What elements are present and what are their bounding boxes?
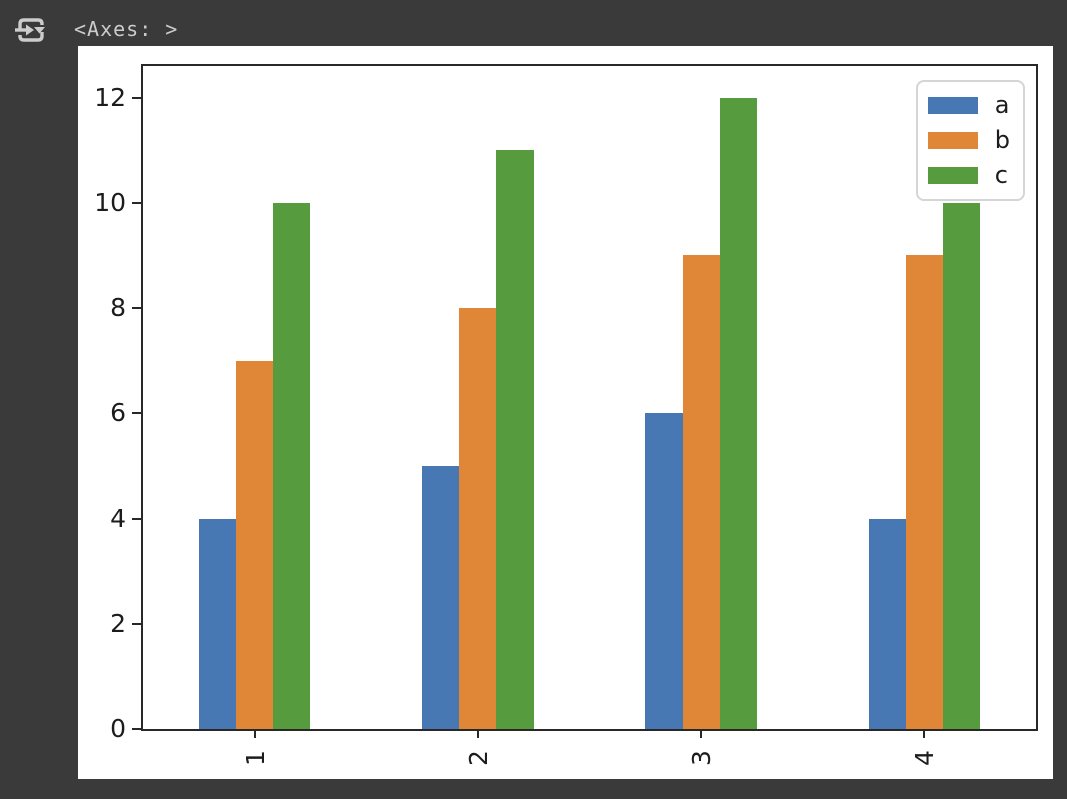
legend-swatch-b [927, 131, 978, 149]
y-tick-12 [132, 96, 141, 99]
y-tick-label-6: 6 [110, 398, 126, 428]
y-tick-label-4: 4 [110, 503, 126, 533]
x-tick-label-3: 3 [686, 750, 716, 766]
bar-a-1 [198, 518, 237, 729]
legend-label-a: a [994, 91, 1010, 119]
bar-c-3 [719, 97, 757, 729]
y-tick-label-10: 10 [94, 187, 126, 217]
bar-a-2 [422, 465, 460, 729]
y-tick-8 [132, 307, 141, 310]
cell-output-menu-icon [15, 18, 45, 42]
legend-label-c: c [994, 161, 1008, 189]
legend-item-b: b [927, 126, 1010, 154]
bar-b-3 [682, 255, 720, 729]
legend-item-a: a [927, 91, 1010, 119]
x-tick-label-4: 4 [909, 750, 939, 766]
x-tick-label-1: 1 [240, 750, 270, 766]
bar-c-2 [496, 150, 534, 729]
y-tick-6 [132, 412, 141, 415]
bar-b-1 [236, 360, 274, 729]
y-tick-label-8: 8 [110, 293, 126, 323]
x-tick-2 [476, 729, 479, 738]
x-tick-4 [923, 729, 926, 738]
cell-output-header: <Axes: > [0, 0, 1067, 46]
legend-label-b: b [994, 126, 1010, 154]
y-tick-label-12: 12 [94, 82, 126, 112]
bar-a-4 [868, 518, 906, 729]
y-tick-4 [132, 517, 141, 520]
output-repr-text: <Axes: > [74, 17, 179, 41]
x-tick-1 [253, 729, 256, 738]
x-tick-3 [700, 729, 703, 738]
x-tick-label-2: 2 [463, 750, 493, 766]
bar-a-3 [645, 413, 683, 729]
y-tick-label-2: 2 [110, 608, 126, 638]
bar-c-1 [273, 202, 311, 729]
legend-swatch-c [927, 166, 978, 184]
y-tick-10 [132, 201, 141, 204]
y-tick-label-0: 0 [110, 714, 126, 743]
legend-swatch-a [927, 96, 978, 114]
bar-b-4 [905, 255, 943, 729]
bar-c-4 [942, 202, 981, 729]
bar-b-2 [459, 308, 497, 729]
cell-output-menu-button[interactable] [12, 12, 50, 48]
legend-item-c: c [927, 161, 1010, 189]
y-tick-0 [132, 728, 141, 730]
y-tick-2 [132, 622, 141, 625]
